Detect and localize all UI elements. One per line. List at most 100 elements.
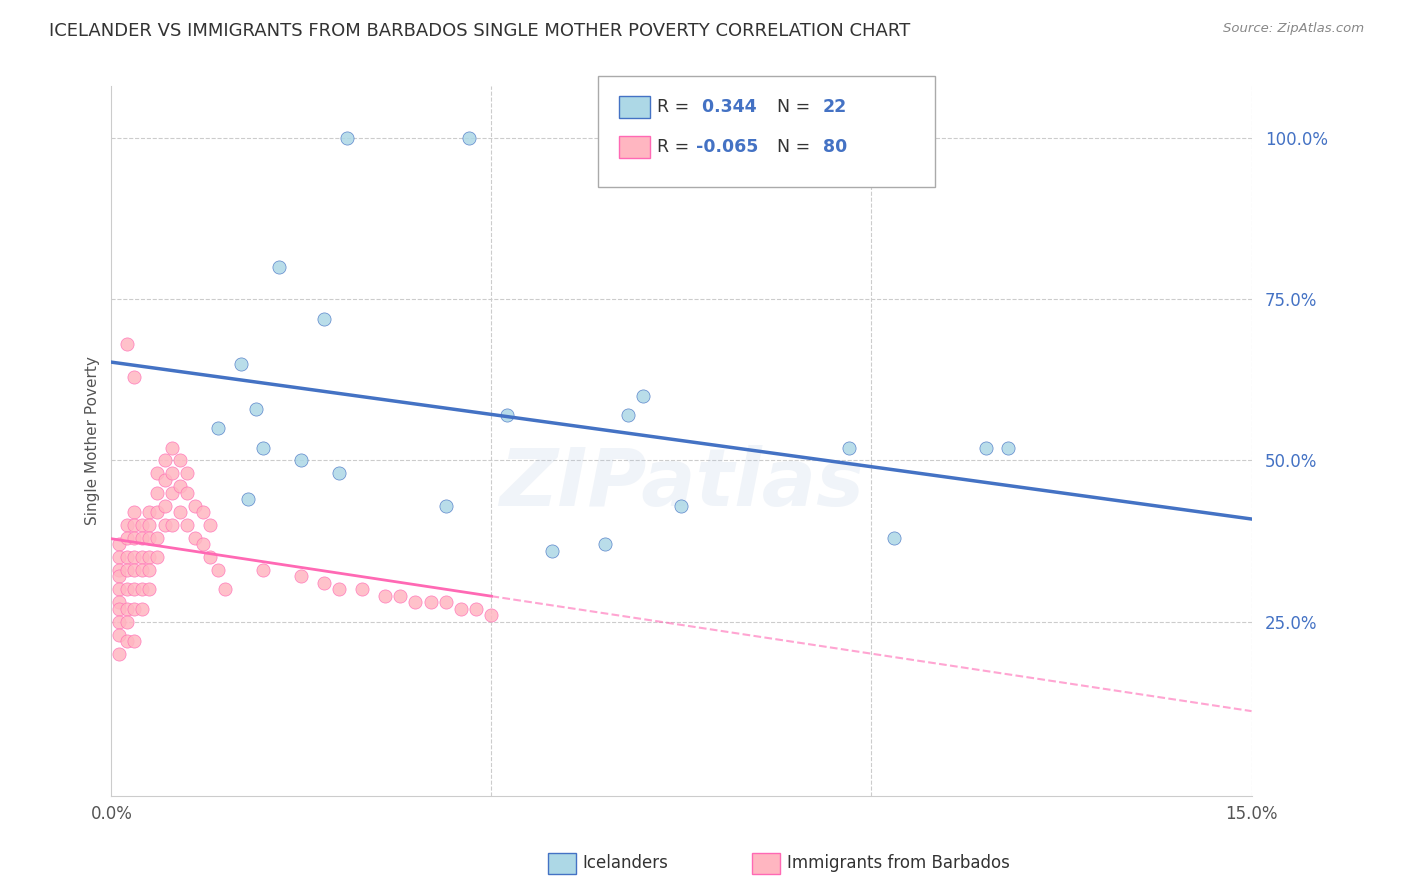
Point [214,582,236,597]
Point [108,615,131,629]
Point [404,595,426,609]
Point [169,505,191,519]
Point [169,453,191,467]
Point [146,505,169,519]
Point [146,531,169,545]
Point [328,582,350,597]
Point [207,421,229,435]
Point [131,550,153,565]
Point [176,467,198,481]
Point [131,601,153,615]
Point [252,441,274,455]
Point [131,517,153,532]
Point [122,531,145,545]
Point [122,582,145,597]
Point [122,563,145,577]
Point [131,531,153,545]
Point [108,595,131,609]
Point [495,409,517,423]
Point [252,563,274,577]
Point [146,550,169,565]
Point [176,485,198,500]
Point [115,634,138,648]
Point [450,601,472,615]
Point [207,563,229,577]
Point [115,550,138,565]
Point [115,531,138,545]
Point [541,543,564,558]
Point [108,537,131,551]
Point [328,467,350,481]
Text: Source: ZipAtlas.com: Source: ZipAtlas.com [1223,22,1364,36]
Text: -0.065: -0.065 [696,138,758,156]
Text: 22: 22 [823,98,846,116]
Point [184,531,207,545]
Point [974,441,997,455]
Point [108,647,131,661]
Text: N =: N = [766,138,815,156]
Point [153,473,176,487]
Point [267,260,290,274]
Text: 80: 80 [823,138,846,156]
Point [138,531,160,545]
Point [115,601,138,615]
Text: ICELANDER VS IMMIGRANTS FROM BARBADOS SINGLE MOTHER POVERTY CORRELATION CHART: ICELANDER VS IMMIGRANTS FROM BARBADOS SI… [49,22,911,40]
Point [633,389,655,403]
Point [238,492,260,507]
Point [336,131,359,145]
Y-axis label: Single Mother Poverty: Single Mother Poverty [86,357,100,525]
Point [138,563,160,577]
Text: Immigrants from Barbados: Immigrants from Barbados [787,855,1011,872]
Point [108,627,131,641]
Point [465,601,488,615]
Text: R =: R = [657,98,695,116]
Point [138,582,160,597]
Point [481,608,503,623]
Point [997,441,1019,455]
Point [146,467,169,481]
Point [146,485,169,500]
Point [457,131,479,145]
Point [883,531,905,545]
Point [122,601,145,615]
Point [108,582,131,597]
Point [115,517,138,532]
Text: Icelanders: Icelanders [582,855,668,872]
Point [160,467,183,481]
Point [138,550,160,565]
Point [153,499,176,513]
Point [131,582,153,597]
Point [131,563,153,577]
Point [138,505,160,519]
Point [176,517,198,532]
Point [595,537,617,551]
Point [352,582,374,597]
Point [290,569,312,583]
Point [108,601,131,615]
Point [200,550,222,565]
Text: 0.344: 0.344 [696,98,756,116]
Point [122,505,145,519]
Point [229,357,252,371]
Text: N =: N = [766,98,815,116]
Point [191,537,214,551]
Point [115,337,138,351]
Point [200,517,222,532]
Point [389,589,412,603]
Text: R =: R = [657,138,695,156]
Point [374,589,396,603]
Point [122,517,145,532]
Point [671,499,693,513]
Point [108,569,131,583]
Point [108,563,131,577]
Point [314,576,336,591]
Text: ZIPatlas: ZIPatlas [499,444,863,523]
Point [115,563,138,577]
Point [153,517,176,532]
Point [115,582,138,597]
Point [122,550,145,565]
Point [191,505,214,519]
Point [314,311,336,326]
Point [245,401,267,416]
Point [115,615,138,629]
